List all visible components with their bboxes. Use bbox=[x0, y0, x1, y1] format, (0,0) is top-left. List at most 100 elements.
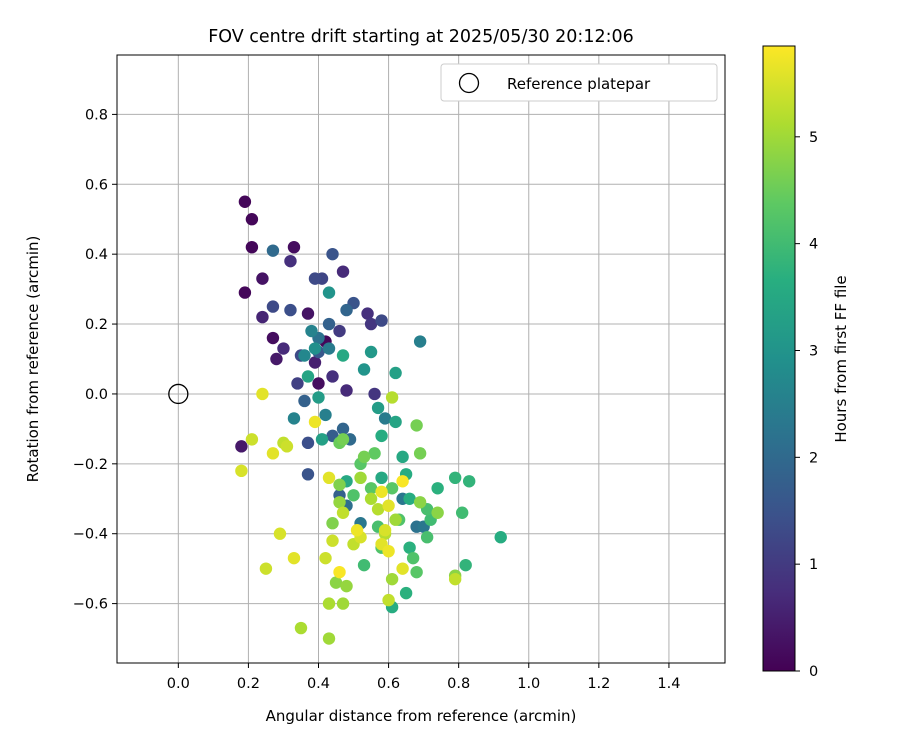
data-point bbox=[333, 478, 346, 491]
colorbar-tick-label: 2 bbox=[809, 450, 818, 466]
data-point bbox=[326, 370, 339, 383]
y-tick-label: 0.0 bbox=[85, 387, 108, 403]
data-point bbox=[371, 401, 385, 415]
data-point bbox=[368, 387, 381, 401]
data-point bbox=[333, 496, 346, 509]
data-point bbox=[350, 524, 364, 537]
data-point bbox=[357, 363, 371, 376]
legend-reference-icon bbox=[458, 72, 480, 94]
data-point bbox=[455, 506, 469, 519]
data-point bbox=[382, 593, 395, 607]
data-point bbox=[368, 447, 381, 460]
x-axis-ticks: 0.0 0.2 0.4 0.6 0.8 1.0 1.2 1.4 bbox=[167, 663, 680, 692]
y-tick-label: 0.8 bbox=[85, 107, 108, 123]
chart-title: FOV centre drift starting at 2025/05/30 … bbox=[208, 27, 634, 47]
data-point bbox=[336, 506, 350, 519]
data-point bbox=[375, 314, 388, 327]
data-point bbox=[256, 387, 269, 401]
data-point bbox=[301, 370, 315, 383]
data-point bbox=[301, 307, 315, 320]
y-tick-label: 0.4 bbox=[85, 247, 108, 263]
data-point bbox=[308, 415, 322, 429]
data-point bbox=[326, 517, 339, 530]
x-tick-label: 0.4 bbox=[307, 676, 330, 692]
data-point bbox=[277, 342, 290, 355]
reference-marker bbox=[168, 383, 189, 405]
data-point bbox=[256, 272, 269, 285]
data-point bbox=[308, 356, 322, 369]
data-point bbox=[336, 265, 350, 278]
data-point bbox=[396, 450, 409, 464]
grid-lines bbox=[117, 55, 725, 663]
y-tick-label: −0.4 bbox=[73, 527, 108, 543]
data-point bbox=[406, 551, 420, 565]
data-point bbox=[354, 471, 367, 485]
data-point bbox=[403, 492, 416, 505]
legend-box bbox=[440, 63, 718, 102]
data-point bbox=[413, 496, 427, 509]
data-point bbox=[403, 541, 416, 554]
x-tick-label: 0.2 bbox=[237, 676, 260, 692]
data-point bbox=[235, 464, 248, 478]
data-point bbox=[462, 475, 476, 488]
data-points bbox=[235, 195, 507, 645]
data-point bbox=[375, 485, 388, 498]
legend-entry-reference: Reference platepar bbox=[507, 75, 651, 93]
data-point bbox=[245, 213, 259, 226]
data-point bbox=[315, 433, 329, 446]
data-point bbox=[389, 513, 402, 526]
x-tick-label: 0.8 bbox=[447, 676, 470, 692]
data-point bbox=[375, 471, 388, 485]
data-point bbox=[431, 482, 444, 495]
y-tick-label: −0.2 bbox=[73, 457, 108, 473]
data-point bbox=[294, 621, 308, 635]
data-point bbox=[396, 475, 409, 488]
data-point bbox=[431, 506, 444, 519]
data-point bbox=[319, 551, 332, 565]
data-point bbox=[448, 471, 462, 485]
data-point bbox=[301, 436, 315, 450]
y-tick-label: 0.6 bbox=[85, 177, 108, 193]
data-point bbox=[385, 482, 399, 495]
data-point bbox=[326, 247, 339, 261]
data-point bbox=[336, 422, 350, 436]
data-point bbox=[396, 562, 409, 575]
data-point bbox=[364, 482, 378, 495]
data-point bbox=[413, 447, 427, 460]
data-point bbox=[336, 597, 350, 610]
data-point bbox=[378, 412, 392, 425]
y-tick-label: 0.2 bbox=[85, 317, 108, 333]
y-tick-label: −0.6 bbox=[73, 597, 108, 613]
data-point bbox=[266, 244, 280, 257]
data-point bbox=[364, 345, 378, 359]
y-axis-ticks: −0.6 −0.4 −0.2 0.0 0.2 0.4 0.6 0.8 bbox=[73, 107, 117, 613]
data-point bbox=[235, 440, 248, 453]
data-point bbox=[361, 307, 374, 320]
data-point bbox=[371, 503, 385, 516]
data-point bbox=[385, 391, 399, 404]
x-tick-label: 1.4 bbox=[657, 676, 680, 692]
data-point bbox=[245, 240, 259, 254]
data-point bbox=[301, 468, 315, 481]
data-point bbox=[287, 240, 301, 254]
data-point bbox=[329, 576, 343, 589]
colorbar-tick-label: 1 bbox=[809, 557, 818, 573]
data-point bbox=[413, 335, 427, 348]
data-point bbox=[284, 254, 297, 268]
data-point bbox=[364, 492, 378, 505]
data-point bbox=[308, 342, 322, 355]
colorbar-gradient bbox=[762, 45, 796, 672]
data-point bbox=[322, 632, 336, 645]
data-point bbox=[312, 391, 325, 404]
data-point bbox=[364, 317, 378, 331]
data-point bbox=[448, 572, 462, 586]
data-point bbox=[284, 303, 297, 317]
colorbar-tick-label: 3 bbox=[809, 343, 818, 359]
data-point bbox=[266, 300, 280, 313]
data-point bbox=[266, 331, 280, 345]
data-point bbox=[291, 377, 304, 390]
colorbar-tick-label: 4 bbox=[809, 237, 818, 253]
data-point bbox=[389, 366, 402, 380]
data-point bbox=[333, 565, 346, 579]
